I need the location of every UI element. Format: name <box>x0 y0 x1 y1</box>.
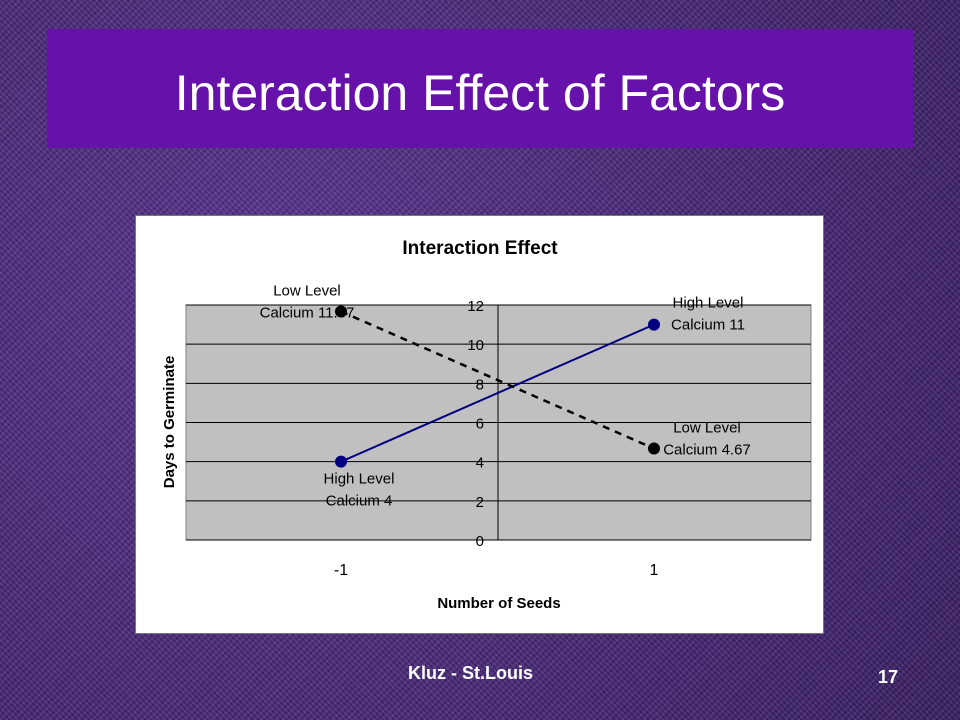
y-tick-label: 8 <box>476 376 484 393</box>
data-label: Calcium 11 <box>671 317 745 334</box>
page-number: 17 <box>878 667 899 687</box>
y-tick-label: 0 <box>476 533 484 550</box>
chart-title: Interaction Effect <box>402 238 558 259</box>
y-tick-label: 10 <box>467 337 484 354</box>
data-label: Low Level <box>273 282 341 299</box>
plot-area: 0 2 4 6 8 10 12 -1 1 High Level Calcium 4 High Leve… <box>185 282 812 579</box>
data-label: Calcium 4 <box>326 493 393 510</box>
data-label: High Level <box>324 471 395 488</box>
series-line <box>340 310 655 450</box>
slide-title: Interaction Effect of Factors <box>174 65 786 121</box>
x-tick-label: -1 <box>334 562 348 579</box>
data-point <box>335 455 347 468</box>
data-label: High Level <box>673 295 744 312</box>
footer-text: Kluz - St.Louis <box>408 663 533 683</box>
x-axis-label: Number of Seeds <box>437 595 560 612</box>
data-point <box>648 318 660 331</box>
title-bar: Interaction Effect of Factors <box>47 29 913 148</box>
interaction-chart: Interaction Effect Number of Seeds Days … <box>161 238 812 612</box>
data-label: Calcium 11.67 <box>260 304 355 321</box>
series-line <box>340 323 655 463</box>
chart-panel: Interaction Effect Number of Seeds Days … <box>135 215 824 634</box>
data-label: Calcium 4.67 <box>663 442 751 459</box>
data-point <box>648 442 660 455</box>
y-tick-label: 4 <box>476 455 484 472</box>
y-tick-label: 12 <box>467 298 484 315</box>
y-tick-label: 6 <box>476 416 484 433</box>
x-tick-label: 1 <box>650 562 659 579</box>
y-tick-label: 2 <box>476 494 484 511</box>
data-point <box>335 305 347 318</box>
data-label: Low Level <box>673 420 741 437</box>
y-axis-label: Days to Germinate <box>161 356 178 489</box>
